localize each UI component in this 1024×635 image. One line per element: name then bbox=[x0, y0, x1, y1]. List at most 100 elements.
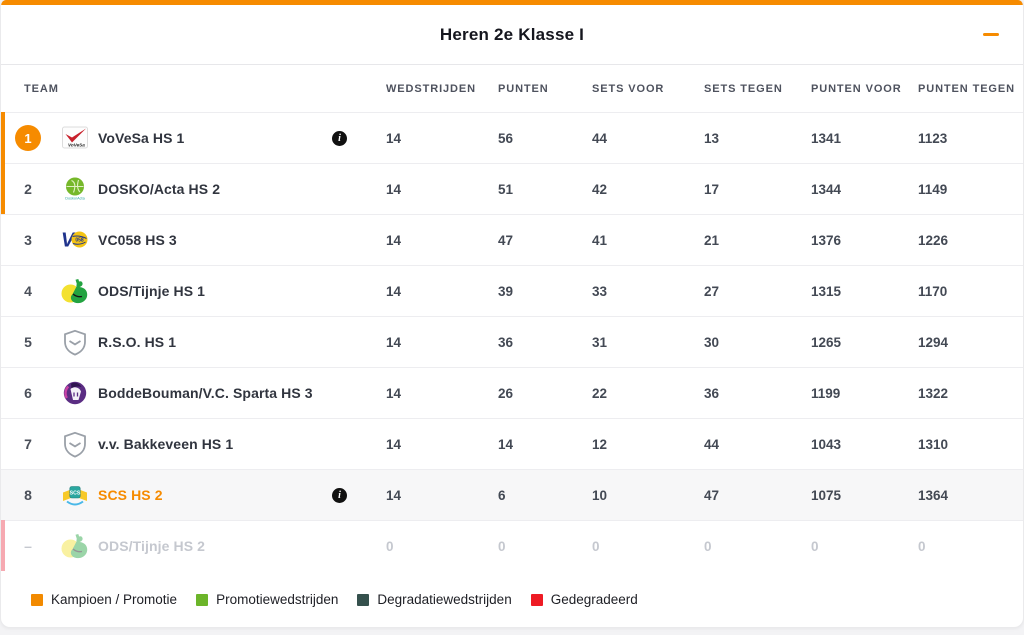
team-logo-icon bbox=[61, 379, 89, 407]
svg-text:SCS: SCS bbox=[70, 490, 81, 496]
stat-value: 44 bbox=[704, 436, 720, 452]
legend-swatch-icon bbox=[530, 593, 543, 606]
team-name[interactable]: v.v. Bakkeveen HS 1 bbox=[98, 436, 234, 452]
stat-value: 41 bbox=[592, 232, 608, 248]
stat-value: 14 bbox=[498, 436, 514, 452]
table-row[interactable]: 7 v.v. Bakkeveen HS 1 14 14 12 44 1043 1310 bbox=[1, 418, 1023, 469]
stat-value: 27 bbox=[704, 283, 720, 299]
stat-value: 30 bbox=[704, 334, 720, 350]
legend-item: Promotiewedstrijden bbox=[196, 592, 338, 607]
svg-text:Dosko/Acta: Dosko/Acta bbox=[65, 197, 85, 201]
team-cell: – ODS/Tijnje HS 2 bbox=[1, 521, 386, 571]
stat-value: 12 bbox=[592, 436, 608, 452]
position: 8 bbox=[24, 487, 32, 503]
stat-value: 1341 bbox=[811, 130, 842, 146]
stat-value: 14 bbox=[386, 487, 402, 503]
stat-value: 1226 bbox=[918, 232, 949, 248]
legend-item: Degradatiewedstrijden bbox=[357, 592, 512, 607]
svg-text:058: 058 bbox=[75, 238, 84, 244]
table-row[interactable]: 2 Dosko/Acta DOSKO/Acta HS 2 14 51 42 17 1344 11… bbox=[1, 163, 1023, 214]
table-row[interactable]: 8 SCS SCS HS 2 i 14 6 10 47 1075 1364 bbox=[1, 469, 1023, 520]
column-header-punten-tegen: PUNTEN TEGEN bbox=[918, 82, 1015, 95]
team-logo-icon: Dosko/Acta bbox=[61, 175, 89, 203]
table-row[interactable]: 6 BoddeBouman/V.C. Sparta HS 3 14 26 22 36 119… bbox=[1, 367, 1023, 418]
position: 4 bbox=[24, 283, 32, 299]
team-name[interactable]: R.S.O. HS 1 bbox=[98, 334, 177, 350]
team-name[interactable]: ODS/Tijnje HS 1 bbox=[98, 283, 206, 299]
team-name[interactable]: SCS HS 2 bbox=[98, 487, 163, 503]
stat-value: 36 bbox=[704, 385, 720, 401]
team-name[interactable]: VC058 HS 3 bbox=[98, 232, 177, 248]
stat-value: 0 bbox=[811, 538, 819, 554]
legend-label: Kampioen / Promotie bbox=[51, 592, 178, 607]
position: 1 bbox=[1, 125, 55, 151]
stat-value: 44 bbox=[592, 130, 608, 146]
team-cell: 4 ODS/Tijnje HS 1 bbox=[1, 266, 386, 316]
team-logo-icon: V 058 bbox=[61, 226, 89, 254]
stat-value: 0 bbox=[704, 538, 712, 554]
team-cell: 1 VoVeSa VoVeSa HS 1 i bbox=[1, 113, 386, 163]
team-logo-icon bbox=[61, 328, 89, 356]
legend-swatch-icon bbox=[357, 593, 370, 606]
legend-item: Gedegradeerd bbox=[530, 592, 638, 607]
team-cell: 7 v.v. Bakkeveen HS 1 bbox=[1, 419, 386, 469]
stat-value: 26 bbox=[498, 385, 514, 401]
stat-value: 1344 bbox=[811, 181, 842, 197]
table-row[interactable]: 3 V 058 VC058 HS 3 14 47 41 21 1376 1226 bbox=[1, 214, 1023, 265]
stat-value: 1364 bbox=[918, 487, 949, 503]
stat-value: 14 bbox=[386, 232, 402, 248]
team-name[interactable]: VoVeSa HS 1 bbox=[98, 130, 185, 146]
team-logo-icon bbox=[61, 532, 89, 560]
column-header-sets-voor: SETS VOOR bbox=[592, 82, 665, 95]
team-name[interactable]: BoddeBouman/V.C. Sparta HS 3 bbox=[98, 385, 313, 401]
info-icon[interactable]: i bbox=[332, 130, 347, 146]
stat-value: 14 bbox=[386, 436, 402, 452]
stat-value: 1310 bbox=[918, 436, 949, 452]
stat-value: 1149 bbox=[918, 181, 948, 197]
table-header: TEAM WEDSTRIJDEN PUNTEN SETS VOOR SETS TEGEN… bbox=[1, 65, 1023, 112]
team-logo-icon bbox=[61, 430, 89, 458]
stat-value: 0 bbox=[592, 538, 600, 554]
stat-value: 0 bbox=[386, 538, 394, 554]
stat-value: 1043 bbox=[811, 436, 842, 452]
position: 7 bbox=[24, 436, 32, 452]
team-logo-icon: VoVeSa bbox=[61, 124, 89, 152]
position: 3 bbox=[24, 232, 32, 248]
table-body: 1 VoVeSa VoVeSa HS 1 i 14 56 44 13 1341 1123 2 Dosk… bbox=[1, 112, 1023, 571]
legend-swatch-icon bbox=[31, 593, 43, 606]
stat-value: 47 bbox=[498, 232, 514, 248]
stat-value: 1075 bbox=[811, 487, 842, 503]
stat-value: 10 bbox=[592, 487, 608, 503]
stat-value: 1170 bbox=[918, 283, 948, 299]
stat-value: 1315 bbox=[811, 283, 842, 299]
stat-value: 6 bbox=[498, 487, 506, 503]
team-cell: 3 V 058 VC058 HS 3 bbox=[1, 215, 386, 265]
stat-value: 14 bbox=[386, 334, 402, 350]
team-cell: 5 R.S.O. HS 1 bbox=[1, 317, 386, 367]
team-name[interactable]: ODS/Tijnje HS 2 bbox=[98, 538, 206, 554]
team-cell: 8 SCS SCS HS 2 i bbox=[1, 470, 386, 520]
legend-label: Degradatiewedstrijden bbox=[377, 592, 512, 607]
team-cell: 2 Dosko/Acta DOSKO/Acta HS 2 bbox=[1, 164, 386, 214]
collapse-button[interactable] bbox=[975, 19, 1007, 51]
column-header-punten-voor: PUNTEN VOOR bbox=[811, 82, 902, 95]
table-row[interactable]: 4 ODS/Tijnje HS 1 14 39 33 27 1315 1170 bbox=[1, 265, 1023, 316]
stat-value: 21 bbox=[704, 232, 720, 248]
info-icon[interactable]: i bbox=[332, 487, 347, 503]
team-name[interactable]: DOSKO/Acta HS 2 bbox=[98, 181, 221, 197]
position-badge: 1 bbox=[15, 125, 41, 151]
stat-value: 33 bbox=[592, 283, 608, 299]
stat-value: 14 bbox=[386, 283, 402, 299]
table-row[interactable]: 5 R.S.O. HS 1 14 36 31 30 1265 1294 bbox=[1, 316, 1023, 367]
team-logo-icon bbox=[61, 277, 89, 305]
legend-label: Promotiewedstrijden bbox=[216, 592, 339, 607]
accent-topbar bbox=[1, 0, 1023, 5]
stat-value: 47 bbox=[704, 487, 720, 503]
table-row[interactable]: 1 VoVeSa VoVeSa HS 1 i 14 56 44 13 1341 1123 bbox=[1, 112, 1023, 163]
stat-value: 36 bbox=[498, 334, 514, 350]
stat-value: 1322 bbox=[918, 385, 949, 401]
table-row[interactable]: – ODS/Tijnje HS 2 0 0 0 0 0 0 bbox=[1, 520, 1023, 571]
stat-value: 22 bbox=[592, 385, 608, 401]
stat-value: 17 bbox=[704, 181, 720, 197]
